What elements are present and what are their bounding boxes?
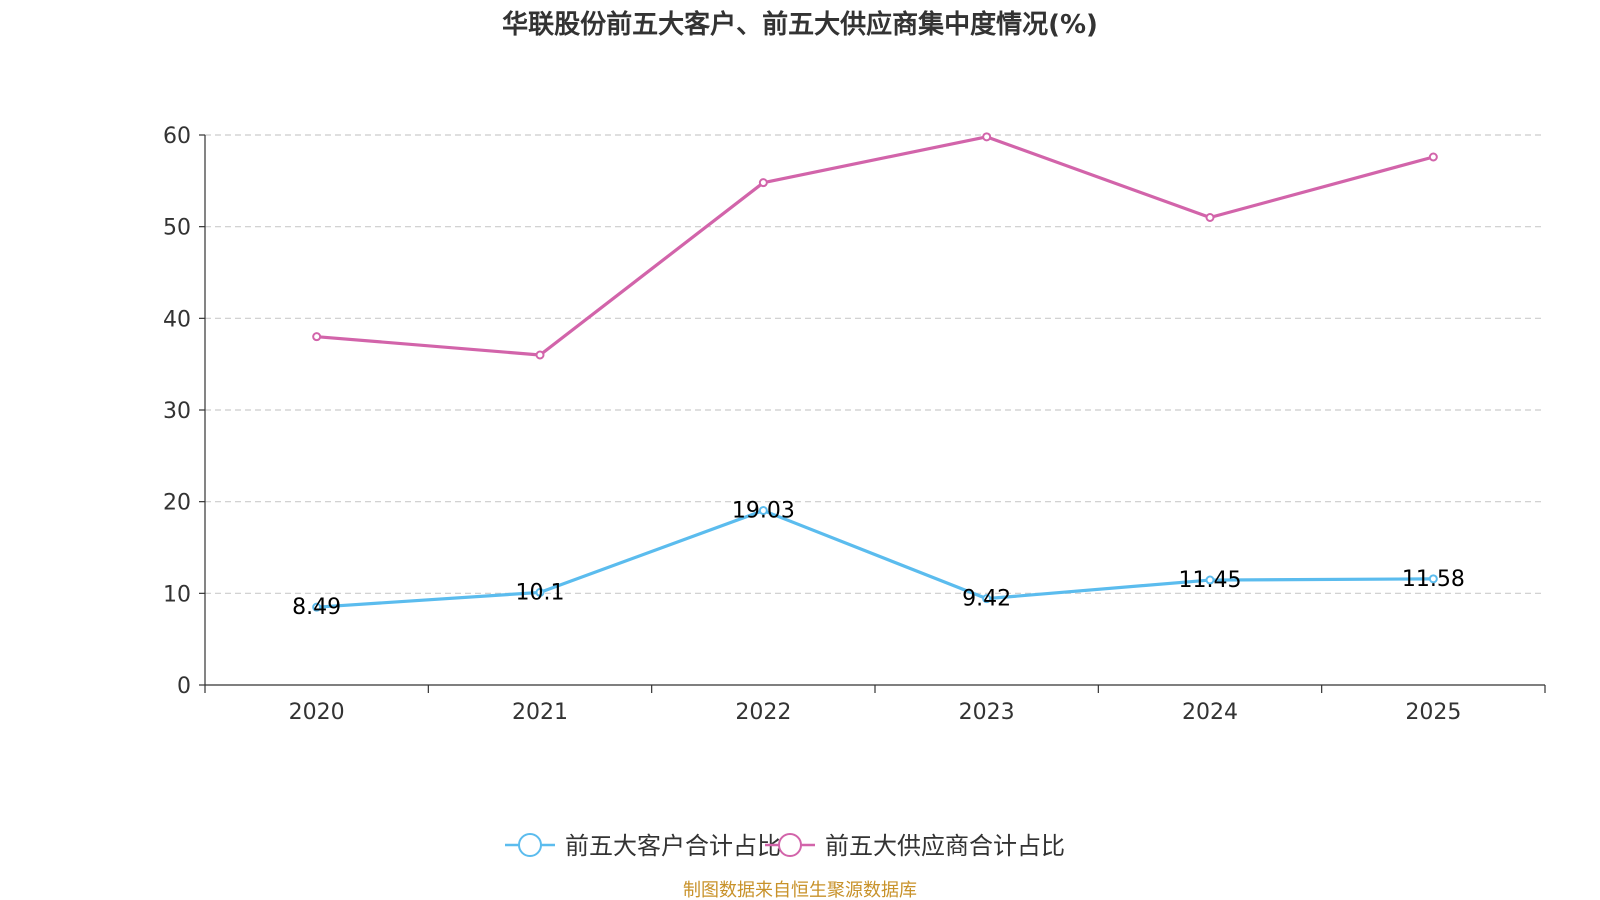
- y-tick-label: 20: [163, 491, 191, 516]
- data-point[interactable]: [982, 132, 992, 142]
- data-point[interactable]: [758, 178, 768, 188]
- y-tick-label: 40: [163, 307, 191, 332]
- x-tick-label: 2025: [1405, 700, 1461, 725]
- grid: [205, 134, 1545, 594]
- legend-item[interactable]: 前五大供应商合计占比: [765, 832, 1065, 860]
- legend-label: 前五大供应商合计占比: [825, 832, 1065, 860]
- legend-marker-icon: [518, 833, 542, 857]
- data-label: 8.49: [292, 595, 341, 620]
- legend-marker-icon: [778, 833, 802, 857]
- source-note: 制图数据来自恒生聚源数据库: [683, 880, 917, 900]
- chart-title: 华联股份前五大客户、前五大供应商集中度情况(%): [502, 9, 1098, 40]
- series-line-0: [316, 508, 1434, 609]
- data-point[interactable]: [1428, 574, 1438, 584]
- y-tick-label: 10: [163, 582, 191, 607]
- data-point[interactable]: [312, 602, 322, 612]
- data-point[interactable]: [758, 506, 768, 516]
- data-label: 11.45: [1179, 568, 1242, 593]
- data-point[interactable]: [535, 587, 545, 597]
- legend-item[interactable]: 前五大客户合计占比: [505, 832, 781, 860]
- axes: 0 10 20 30 40 50 60 2020 2021 2022 2023 2024 2025: [163, 124, 1546, 725]
- data-label: 11.58: [1402, 567, 1465, 592]
- data-point[interactable]: [1205, 575, 1215, 585]
- y-tick-label: 0: [177, 674, 191, 699]
- data-label: 10.1: [516, 580, 565, 605]
- legend[interactable]: 前五大客户合计占比 前五大供应商合计占比: [505, 832, 1065, 860]
- data-label: 19.03: [732, 499, 795, 524]
- series: [312, 132, 1438, 612]
- data-point[interactable]: [982, 594, 992, 604]
- x-tick-label: 2020: [289, 700, 345, 725]
- y-tick-label: 50: [163, 216, 191, 241]
- data-point[interactable]: [1205, 213, 1215, 222]
- series-line-1: [316, 135, 1434, 357]
- data-labels: 8.49 10.1 19.03 9.42 11.45 11.58: [292, 499, 1465, 621]
- y-tick-label: 30: [163, 399, 191, 424]
- data-point[interactable]: [535, 350, 545, 360]
- x-tick-label: 2023: [959, 700, 1015, 725]
- data-point[interactable]: [312, 332, 322, 342]
- data-label: 9.42: [962, 587, 1011, 612]
- x-tick-label: 2024: [1182, 700, 1238, 725]
- x-tick-label: 2021: [512, 700, 568, 725]
- x-tick-label: 2022: [735, 700, 791, 725]
- legend-label: 前五大客户合计占比: [565, 832, 781, 860]
- y-tick-label: 60: [163, 124, 191, 149]
- data-point[interactable]: [1428, 152, 1438, 162]
